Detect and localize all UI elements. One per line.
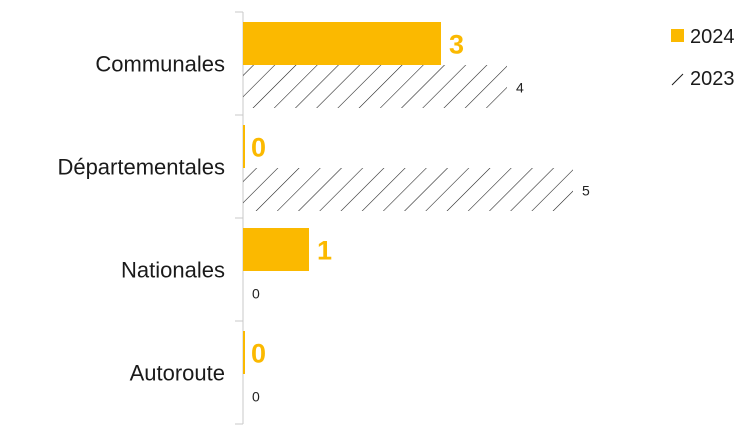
legend-swatch-2024: [671, 29, 684, 42]
legend-swatch-2023: [671, 73, 684, 86]
bar-2023: [243, 168, 573, 211]
axis-layer: [235, 11, 244, 425]
data-label-2023: 4: [516, 80, 524, 96]
data-label-2023: 5: [582, 183, 590, 199]
data-label-2024: 0: [251, 339, 266, 369]
category-label: Nationales: [121, 258, 225, 283]
legend-label-2024: 2024: [690, 26, 735, 48]
legend-label-2023: 2023: [690, 68, 735, 90]
bar-2024: [243, 228, 309, 271]
bars: [243, 22, 573, 374]
data-label-2024: 1: [317, 236, 332, 266]
bar-2024: [243, 22, 441, 65]
data-label-2024: 0: [251, 133, 266, 163]
legend: 2024 2023: [671, 26, 735, 90]
data-label-2024: 3: [449, 30, 464, 60]
category-label: Communales: [95, 52, 225, 77]
data-label-2023: 0: [252, 286, 260, 302]
category-label: Départementales: [57, 155, 225, 180]
category-label: Autoroute: [130, 361, 225, 386]
category-labels: Communales Départementales Nationales Autor…: [57, 52, 225, 386]
data-label-2023: 0: [252, 389, 260, 405]
bar-2023: [243, 65, 507, 108]
